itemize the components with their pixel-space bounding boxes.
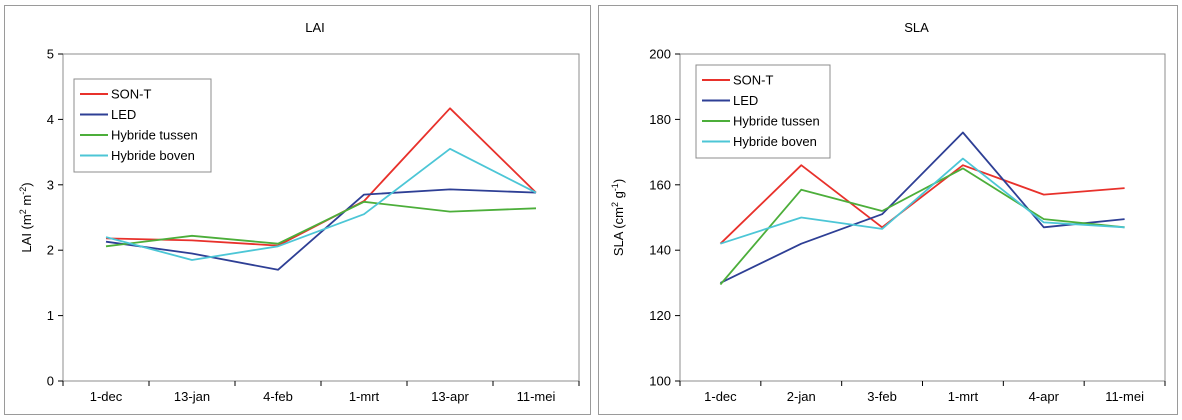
series-line-son-t [719, 164, 1125, 245]
x-tick-label: 2-jan [787, 389, 816, 404]
y-tick-label: 2 [47, 243, 54, 258]
sla-chart: SLA 100 120 140 160 180 200 1-dec 2-jan 3-feb 1-mr… [610, 20, 1166, 404]
legend-label: SON-T [111, 87, 152, 102]
y-tick-label: 1 [47, 308, 54, 323]
x-tick-label: 1-dec [90, 389, 123, 404]
legend-label: SON-T [733, 73, 774, 88]
x-tick-label: 3-feb [867, 389, 897, 404]
series-line-hybride-tussen [105, 200, 537, 248]
series-line-hybride-boven [105, 147, 537, 261]
chart-title: LAI [305, 20, 325, 35]
y-tick-label: 4 [47, 112, 54, 127]
x-tick-label: 11-mei [1105, 389, 1144, 404]
y-tick-label: 3 [47, 177, 54, 192]
sla-chart-panel: SLA 100 120 140 160 180 200 1-dec 2-jan 3-feb 1-mr… [598, 5, 1178, 415]
lai-chart-panel: LAI 0 1 2 3 4 5 1-dec 13-jan 4-feb 1-mrt 13-apr 11-m… [4, 5, 591, 415]
y-tick-label: 140 [649, 243, 671, 258]
series-line-led [105, 188, 537, 271]
series-line-hybride-boven [720, 157, 1125, 245]
legend-label: Hybride tussen [733, 114, 820, 129]
x-tick-label: 4-apr [1029, 389, 1060, 404]
y-axis-label: SLA (cm2 g-1) [610, 179, 626, 256]
y-axis-label: LAI (m2 m-2) [18, 182, 34, 252]
y-tick-label: 100 [649, 374, 671, 389]
x-tick-label: 1-dec [704, 389, 737, 404]
x-tick-label: 1-mrt [948, 389, 979, 404]
chart-title: SLA [904, 20, 929, 35]
y-tick-label: 0 [47, 374, 54, 389]
y-tick-label: 180 [649, 112, 671, 127]
y-tick-label: 120 [649, 308, 671, 323]
y-tick-label: 200 [649, 47, 671, 62]
legend-label: LED [111, 107, 136, 122]
y-tick-label: 5 [47, 47, 54, 62]
x-tick-label: 11-mei [517, 389, 556, 404]
legend-label: Hybride boven [111, 148, 195, 163]
series-line-hybride-tussen [719, 167, 1125, 286]
legend-label: Hybride boven [733, 134, 817, 149]
x-tick-label: 1-mrt [349, 389, 380, 404]
x-tick-label: 13-apr [431, 389, 469, 404]
lai-chart: LAI 0 1 2 3 4 5 1-dec 13-jan 4-feb 1-mrt 13-apr 11-m… [18, 20, 580, 404]
legend-label: Hybride tussen [111, 128, 198, 143]
y-tick-label: 160 [649, 177, 671, 192]
x-tick-label: 13-jan [174, 389, 210, 404]
series-line-led [720, 131, 1125, 284]
x-tick-label: 4-feb [263, 389, 293, 404]
legend-label: LED [733, 93, 758, 108]
